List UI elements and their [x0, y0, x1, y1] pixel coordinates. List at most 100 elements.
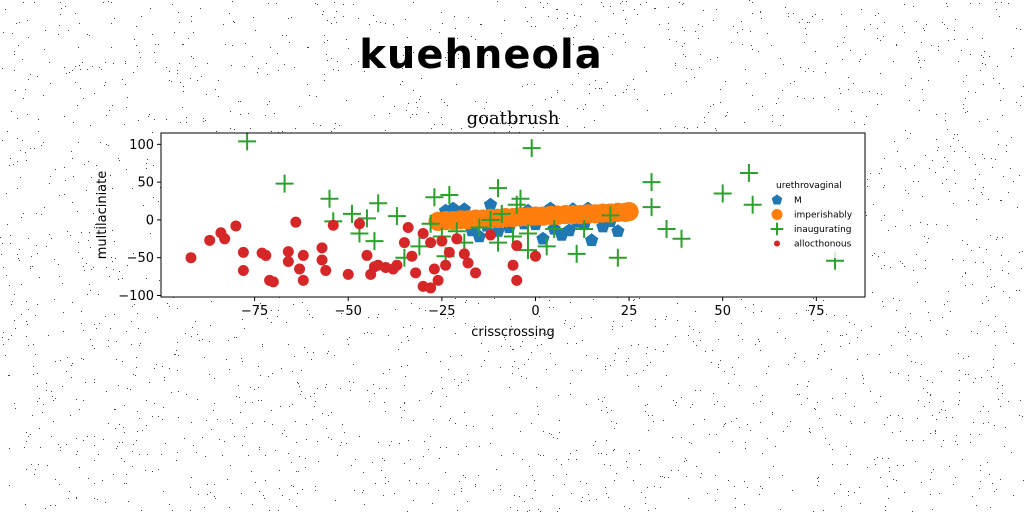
- x-tick-label: −25: [428, 304, 455, 319]
- data-point: [204, 234, 216, 246]
- data-point: [316, 254, 328, 266]
- data-point: [522, 139, 541, 158]
- data-point: [294, 263, 306, 275]
- data-point: [282, 246, 294, 258]
- data-point: [492, 204, 511, 223]
- data-point: [485, 229, 497, 241]
- data-point: [342, 268, 354, 280]
- data-point: [483, 197, 498, 211]
- data-point: [267, 276, 279, 288]
- y-tick-label: 0: [146, 213, 154, 228]
- x-tick-label: 0: [531, 304, 539, 319]
- x-tick-label: −75: [241, 304, 268, 319]
- data-point: [297, 249, 309, 261]
- data-point: [489, 233, 508, 252]
- data-point: [567, 244, 586, 263]
- data-point: [398, 237, 410, 249]
- data-point: [443, 246, 455, 258]
- plot-frame: [160, 132, 866, 298]
- legend-marker: [771, 194, 783, 205]
- data-point: [361, 249, 373, 261]
- data-point: [353, 218, 365, 230]
- data-point: [320, 189, 339, 208]
- data-point: [518, 224, 537, 243]
- data-point: [237, 265, 249, 277]
- data-point: [425, 237, 437, 249]
- data-point: [297, 274, 309, 286]
- data-point: [260, 249, 272, 261]
- data-point: [316, 242, 328, 254]
- data-point: [739, 164, 758, 183]
- data-point: [507, 259, 519, 271]
- legend-label: inaugurating: [794, 225, 852, 235]
- data-point: [238, 132, 257, 151]
- data-point: [511, 274, 523, 286]
- data-point: [402, 221, 414, 233]
- data-point: [585, 233, 599, 246]
- data-point: [387, 207, 406, 226]
- data-point: [462, 257, 474, 269]
- data-point: [458, 248, 470, 260]
- data-point: [237, 246, 249, 258]
- data-point: [425, 282, 437, 294]
- data-point: [672, 229, 691, 248]
- data-point: [320, 265, 332, 277]
- data-point: [290, 216, 302, 228]
- y-axis: −100 −50 0 50 100: [118, 138, 161, 304]
- figure-suptitle: kuehneola: [359, 32, 603, 78]
- data-point: [619, 201, 639, 222]
- y-axis-label: multilaciniate: [95, 171, 110, 259]
- data-point: [575, 219, 594, 238]
- data-point: [282, 255, 294, 267]
- legend-label: imperishably: [794, 211, 853, 221]
- legend-marker: [773, 240, 781, 247]
- data-point: [219, 233, 231, 245]
- data-point: [642, 173, 661, 192]
- data-point: [365, 232, 384, 251]
- data-point: [230, 220, 242, 232]
- y-tick-label: −50: [127, 251, 154, 266]
- data-point: [440, 185, 459, 204]
- data-point: [657, 219, 676, 238]
- legend-title: urethrovaginal: [776, 181, 842, 191]
- data-point: [440, 259, 452, 271]
- data-point: [342, 204, 361, 223]
- data-point: [481, 210, 500, 229]
- data-point: [545, 219, 564, 238]
- data-point: [529, 250, 541, 262]
- legend-label: allocthonous: [794, 240, 852, 250]
- data-point: [327, 219, 339, 231]
- x-axis-label: crisscrossing: [471, 325, 554, 340]
- legend-label: M: [794, 196, 802, 206]
- data-point: [518, 241, 537, 260]
- data-point: [275, 174, 294, 193]
- y-tick-label: 50: [137, 176, 154, 191]
- data-point: [713, 184, 732, 203]
- data-point: [642, 198, 661, 217]
- data-point: [432, 274, 444, 286]
- x-tick-label: −50: [335, 304, 362, 319]
- data-point: [489, 179, 508, 198]
- data-point: [511, 189, 530, 208]
- data-point: [428, 263, 440, 275]
- data-point: [185, 252, 197, 264]
- series-layer: [185, 132, 845, 294]
- y-tick-label: −100: [118, 289, 154, 304]
- x-axis: −75 −50 −25 0 25 50 75: [241, 297, 825, 319]
- data-point: [425, 188, 444, 207]
- legend-marker: [771, 209, 783, 220]
- x-tick-label: 75: [808, 304, 825, 319]
- legend-marker: [770, 222, 784, 236]
- data-point: [406, 250, 418, 262]
- data-point: [537, 237, 556, 256]
- data-point: [511, 240, 523, 252]
- data-point: [608, 248, 627, 267]
- data-point: [369, 194, 388, 213]
- data-point: [436, 235, 448, 247]
- data-point: [451, 233, 463, 245]
- data-point: [410, 267, 422, 279]
- data-point: [391, 259, 403, 271]
- data-point: [601, 206, 620, 225]
- data-point: [410, 237, 429, 256]
- data-point: [470, 267, 482, 279]
